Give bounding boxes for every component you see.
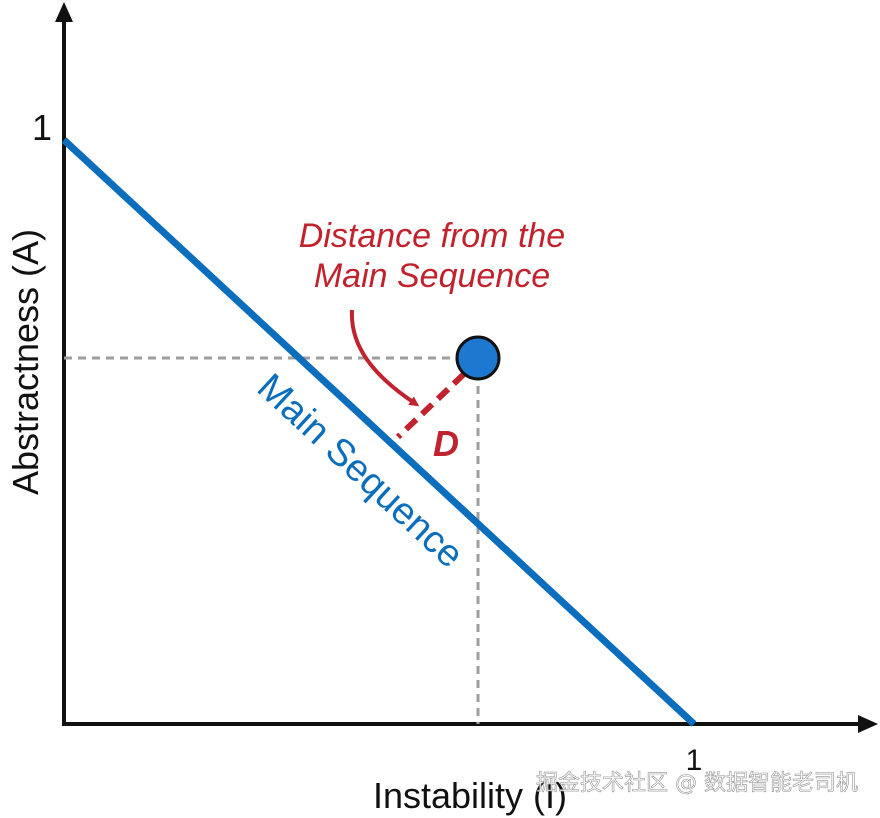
package-point <box>455 335 501 381</box>
annotation-line-2: Main Sequence <box>314 257 550 295</box>
x-axis-max-tick: 1 <box>686 744 703 777</box>
y-axis-title: Abstractness (A) <box>5 229 46 495</box>
y-axis-max-tick: 1 <box>32 107 52 148</box>
y-axis-arrowhead <box>55 2 73 22</box>
annotation-line-1: Distance from the <box>299 217 565 255</box>
annotation-arrow <box>349 309 420 407</box>
watermark-text: 掘金技术社区 @ 数据智能老司机 <box>536 771 858 796</box>
x-axis-title: Instability (I) <box>373 775 567 816</box>
main-sequence-line <box>61 137 697 727</box>
distance-label: D <box>433 423 459 464</box>
x-axis-arrowhead <box>858 715 878 733</box>
distance-line <box>395 371 467 440</box>
